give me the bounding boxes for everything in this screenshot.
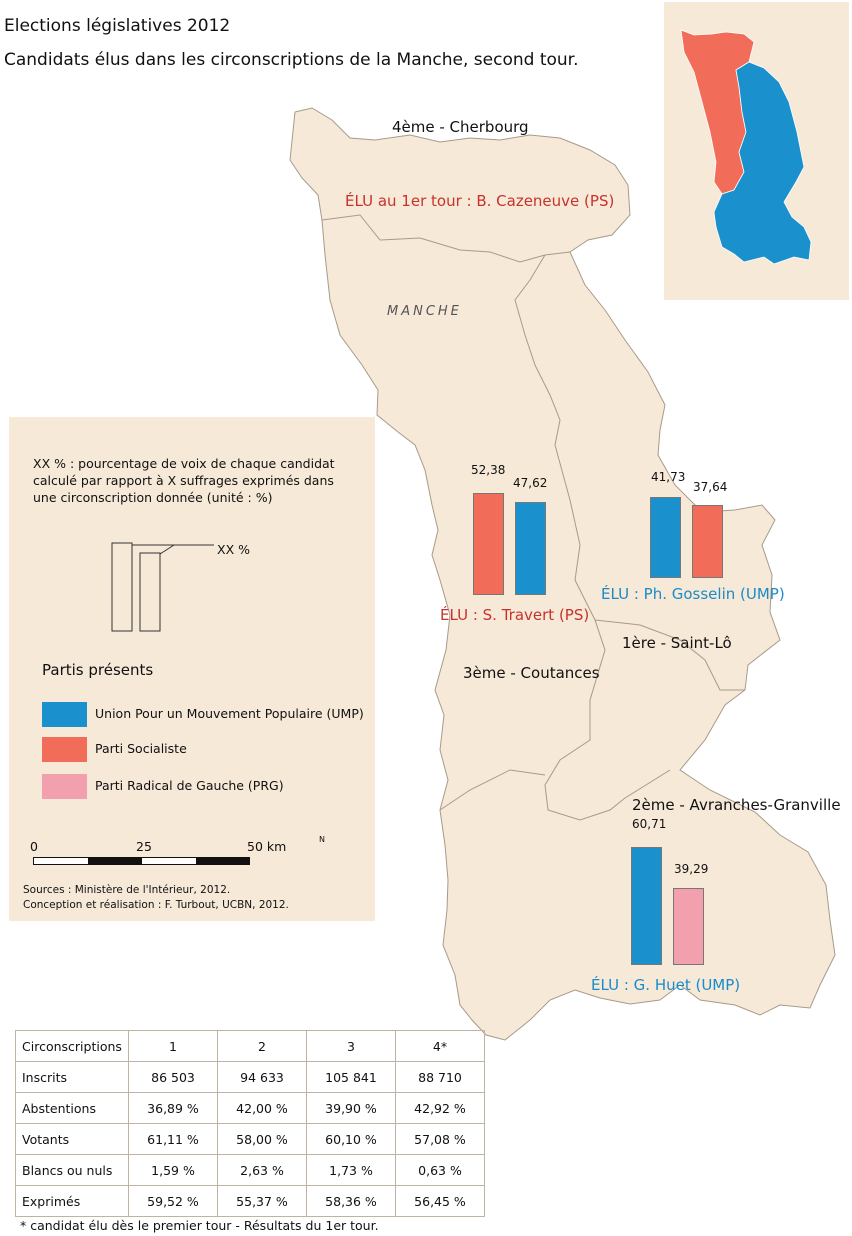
circo-1-bar-2-label: 37,64 <box>693 480 728 494</box>
table-header-cell: 4* <box>395 1030 485 1062</box>
circo-2-bar-1 <box>631 847 662 965</box>
circo-1-name: 1ère - Saint-Lô <box>622 634 732 652</box>
table-row: Votants 61,11 % 58,00 % 60,10 % 57,08 % <box>15 1123 485 1155</box>
table-cell: 61,11 % <box>128 1123 218 1155</box>
circo-1-elu: ÉLU : Ph. Gosselin (UMP) <box>601 585 785 603</box>
circo-3-name: 3ème - Coutances <box>463 664 600 682</box>
table-cell: 57,08 % <box>395 1123 485 1155</box>
table-cell: Inscrits <box>15 1061 129 1093</box>
table-row: Exprimés 59,52 % 55,37 % 58,36 % 56,45 % <box>15 1185 485 1217</box>
circo-3-elu: ÉLU : S. Travert (PS) <box>440 606 590 624</box>
circo-3-bar-1-label: 52,38 <box>471 463 506 477</box>
legend-swatch-ump <box>42 702 87 727</box>
circo-1-bar-2 <box>692 505 723 578</box>
legend-panel: XX % : pourcentage de voix de chaque can… <box>9 417 375 921</box>
circo-1-bar-1 <box>650 497 681 578</box>
inset-map <box>664 2 849 300</box>
table-header-cell: 3 <box>306 1030 396 1062</box>
circo-3-bar-1 <box>473 493 504 595</box>
table-cell: 105 841 <box>306 1061 396 1093</box>
circo-3-bar-2-label: 47,62 <box>513 476 548 490</box>
table-cell: 2,63 % <box>217 1154 307 1186</box>
table-cell: Exprimés <box>15 1185 129 1217</box>
table-cell: Votants <box>15 1123 129 1155</box>
table-cell: Abstentions <box>15 1092 129 1124</box>
table-cell: 42,92 % <box>395 1092 485 1124</box>
inset-ump-area <box>713 61 812 265</box>
legend-desc-line-3: une circonscription donnée (unité : %) <box>33 490 273 505</box>
table-cell: 86 503 <box>128 1061 218 1093</box>
legend-item-ps: Parti Socialiste <box>95 741 187 756</box>
north-label: N <box>319 835 325 844</box>
table-row: Blancs ou nuls 1,59 % 2,63 % 1,73 % 0,63… <box>15 1154 485 1186</box>
table-cell: 94 633 <box>217 1061 307 1093</box>
table-cell: 42,00 % <box>217 1092 307 1124</box>
circo-3-bar-2 <box>515 502 546 595</box>
circo-4-name: 4ème - Cherbourg <box>392 118 529 136</box>
legend-swatch-prg <box>42 774 87 799</box>
circo-1-bar-1-label: 41,73 <box>651 470 686 484</box>
legend-parties-title: Partis présents <box>42 661 154 679</box>
table-cell: 58,36 % <box>306 1185 396 1217</box>
table-row: Abstentions 36,89 % 42,00 % 39,90 % 42,9… <box>15 1092 485 1124</box>
circonscription-borders <box>321 214 745 821</box>
table-cell: Blancs ou nuls <box>15 1154 129 1186</box>
table-cell: 60,10 % <box>306 1123 396 1155</box>
scale-bar <box>33 857 250 865</box>
table-header-cell: 2 <box>217 1030 307 1062</box>
map-title: Elections législatives 2012 <box>4 16 231 36</box>
table-cell: 1,59 % <box>128 1154 218 1186</box>
table-cell: 88 710 <box>395 1061 485 1093</box>
table-cell: 56,45 % <box>395 1185 485 1217</box>
table-header-cell: Circonscriptions <box>15 1030 129 1062</box>
map-subtitle: Candidats élus dans les circonscriptions… <box>4 50 579 70</box>
table-cell: 58,00 % <box>217 1123 307 1155</box>
circo-4-elu: ÉLU au 1er tour : B. Cazeneuve (PS) <box>345 192 615 210</box>
circo-2-bar-1-label: 60,71 <box>632 817 667 831</box>
table-row: Inscrits 86 503 94 633 105 841 88 710 <box>15 1061 485 1093</box>
legend-source-1: Sources : Ministère de l'Intérieur, 2012… <box>23 884 231 896</box>
legend-desc-line-2: calculé par rapport à X suffrages exprim… <box>33 473 334 488</box>
circo-2-bar-2-label: 39,29 <box>674 862 709 876</box>
table-cell: 39,90 % <box>306 1092 396 1124</box>
table-header-row: Circonscriptions 1 2 3 4* <box>15 1030 485 1062</box>
table-cell: 59,52 % <box>128 1185 218 1217</box>
department-outline <box>289 107 836 1041</box>
department-label: MANCHE <box>387 304 462 319</box>
table-cell: 55,37 % <box>217 1185 307 1217</box>
table-header-cell: 1 <box>128 1030 218 1062</box>
table-cell: 0,63 % <box>395 1154 485 1186</box>
scale-label-25: 25 <box>136 839 152 854</box>
footnote: * candidat élu dès le premier tour - Rés… <box>20 1218 379 1233</box>
legend-swatch-ps <box>42 737 87 762</box>
stats-table: Circonscriptions 1 2 3 4* Inscrits 86 50… <box>15 1030 485 1217</box>
table-cell: 36,89 % <box>128 1092 218 1124</box>
circo-2-name: 2ème - Avranches-Granville <box>632 796 841 814</box>
legend-example-bars <box>111 542 214 632</box>
legend-item-prg: Parti Radical de Gauche (PRG) <box>95 778 284 793</box>
circo-2-bar-2 <box>673 888 704 965</box>
legend-example-label: XX % <box>217 542 250 557</box>
scale-label-0: 0 <box>30 839 38 854</box>
circo-2-elu: ÉLU : G. Huet (UMP) <box>591 976 741 994</box>
legend-desc-line-1: XX % : pourcentage de voix de chaque can… <box>33 456 335 471</box>
legend-source-2: Conception et réalisation : F. Turbout, … <box>23 899 289 911</box>
scale-label-50: 50 km <box>247 839 287 854</box>
table-cell: 1,73 % <box>306 1154 396 1186</box>
legend-item-ump: Union Pour un Mouvement Populaire (UMP) <box>95 706 364 721</box>
